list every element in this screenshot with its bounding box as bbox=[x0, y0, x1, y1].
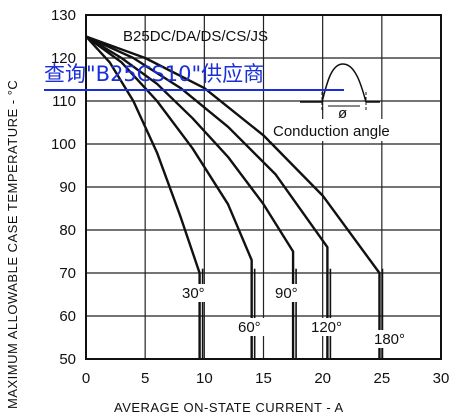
inset-label: Conduction angle bbox=[273, 123, 390, 140]
grid-lines bbox=[86, 15, 441, 359]
x-tick-label: 10 bbox=[196, 370, 213, 387]
curve-line bbox=[85, 35, 253, 359]
y-tick-label: 80 bbox=[59, 222, 76, 239]
curve-labels: 30° 60° 90° 120° 180° bbox=[179, 284, 413, 348]
curve-line bbox=[85, 35, 295, 359]
curve-label-backdrop bbox=[308, 318, 350, 336]
conduction-angle-inset: ø Conduction angle bbox=[270, 63, 430, 141]
y-tick-label: 90 bbox=[59, 179, 76, 196]
curves bbox=[85, 35, 384, 359]
curve-label: 60° bbox=[238, 319, 261, 336]
x-axis-label: AVERAGE ON-STATE CURRENT - A bbox=[114, 400, 344, 415]
y-tick-label: 70 bbox=[59, 265, 76, 282]
x-tick-label: 30 bbox=[433, 370, 450, 387]
x-tick-label: 25 bbox=[373, 370, 390, 387]
y-axis-label: MAXIMUM ALLOWABLE CASE TEMPERATURE - °C bbox=[5, 80, 20, 409]
curve-line bbox=[85, 35, 329, 359]
y-tick-labels: 50 60 70 80 90 100 110 120 130 bbox=[51, 7, 76, 368]
curve-label-backdrop bbox=[235, 318, 268, 336]
x-tick-label: 5 bbox=[141, 370, 149, 387]
curve-label-backdrop bbox=[179, 284, 212, 302]
supplier-link[interactable]: 查询"B25CS10"供应商 bbox=[44, 62, 344, 91]
waveform-icon bbox=[300, 63, 380, 103]
y-tick-label: 130 bbox=[51, 7, 76, 24]
curve-line bbox=[85, 35, 381, 359]
curve-label: 90° bbox=[275, 285, 298, 302]
y-tick-label: 50 bbox=[59, 351, 76, 368]
y-tick-label: 110 bbox=[52, 93, 76, 110]
x-tick-labels: 0 5 10 15 20 25 30 bbox=[82, 370, 450, 387]
curve-label: 30° bbox=[182, 285, 205, 302]
x-tick-label: 20 bbox=[314, 370, 331, 387]
x-tick-label: 15 bbox=[255, 370, 272, 387]
inset-label-backdrop bbox=[270, 119, 430, 141]
y-tick-label: 120 bbox=[51, 50, 76, 67]
curve-label-backdrop bbox=[371, 330, 413, 348]
supplier-link-text[interactable]: 查询"B25CS10"供应商 bbox=[44, 62, 264, 86]
x-tick-label: 0 bbox=[82, 370, 90, 387]
y-tick-label: 100 bbox=[51, 136, 76, 153]
phi-symbol: ø bbox=[338, 105, 347, 122]
curve-label: 120° bbox=[311, 319, 342, 336]
chart-title: B25DC/DA/DS/CS/JS bbox=[123, 28, 268, 45]
curve-label-backdrop bbox=[272, 284, 305, 302]
y-tick-label: 60 bbox=[59, 308, 76, 325]
curve-label: 180° bbox=[374, 331, 405, 348]
plot-frame bbox=[85, 14, 442, 360]
curve-line bbox=[85, 35, 201, 359]
